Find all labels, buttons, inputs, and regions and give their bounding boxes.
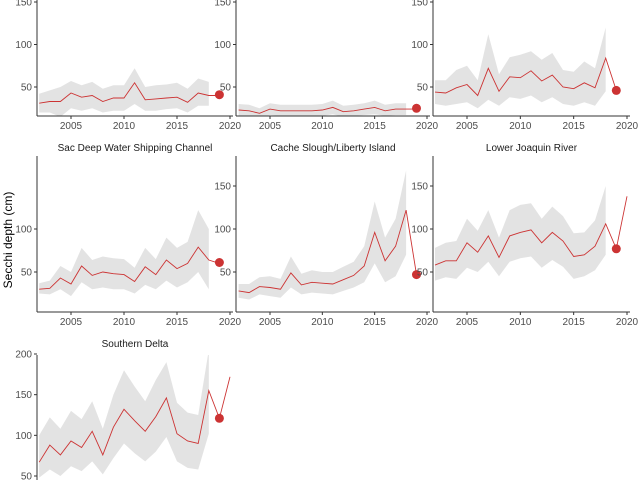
x-tick-label: 2015 — [563, 121, 586, 132]
highlight-point — [214, 90, 224, 100]
y-tick-label: 200 — [15, 350, 32, 361]
series-line — [238, 106, 417, 114]
panel-3: 50 100 150 2005 2010 2015 2020 — [411, 0, 639, 132]
x-tick-label: 2005 — [456, 121, 479, 132]
x-tick-label: 2015 — [166, 317, 189, 328]
panel-2: 50 100 150 2005 2010 2015 2020 — [214, 0, 439, 132]
plot-area — [39, 210, 220, 297]
x-tick-label: 2020 — [616, 317, 639, 328]
x-tick-label: 2020 — [616, 121, 639, 132]
plot-area — [238, 100, 417, 116]
confidence-band — [435, 27, 606, 109]
y-tick-label: 150 — [214, 182, 231, 193]
y-axis-label: Secchi depth (cm) — [1, 192, 15, 289]
y-tick-label: 150 — [214, 0, 231, 9]
panel-title: Lower Joaquin River — [486, 143, 578, 154]
series-line — [39, 81, 220, 104]
x-tick-label: 2020 — [219, 121, 242, 132]
confidence-band — [39, 210, 209, 297]
y-tick-label: 50 — [220, 83, 232, 94]
y-tick-label: 100 — [411, 40, 428, 51]
x-tick-label: 2015 — [364, 121, 387, 132]
y-tick-label: 150 — [15, 390, 32, 401]
x-tick-label: 2010 — [509, 317, 532, 328]
y-tick-label: 100 — [15, 225, 32, 236]
series-line — [238, 209, 417, 294]
highlight-point — [412, 270, 421, 280]
plot-area — [39, 68, 220, 116]
confidence-band — [238, 100, 407, 116]
confidence-band — [39, 68, 209, 116]
highlight-point — [214, 258, 224, 267]
x-tick-label: 2005 — [456, 317, 479, 328]
x-tick-label: 2010 — [311, 317, 334, 328]
panel-5: 50 100 150 2005 2010 2015 2020 Cache Slough/Lib… — [214, 143, 438, 328]
x-tick-label: 2005 — [60, 121, 83, 132]
series-line — [39, 246, 220, 290]
plot-area — [434, 27, 617, 109]
panel-title: Cache Slough/Liberty Island — [270, 143, 395, 154]
x-tick-label: 2005 — [60, 317, 83, 328]
highlight-point — [611, 244, 621, 254]
plot-area — [38, 355, 231, 478]
y-tick-label: 50 — [21, 83, 33, 94]
x-tick-label: 2015 — [166, 121, 189, 132]
x-tick-label: 2015 — [563, 317, 586, 328]
y-tick-label: 50 — [417, 268, 429, 279]
confidence-band — [435, 186, 606, 281]
x-tick-label: 2010 — [113, 317, 136, 328]
y-tick-label: 100 — [214, 40, 231, 51]
x-tick-label: 2020 — [416, 317, 439, 328]
panel-6: 50 100 150 2005 2010 2015 2020 Lower Joaquin Ri… — [411, 143, 638, 328]
plot-area — [238, 170, 417, 300]
y-tick-label: 50 — [220, 268, 232, 279]
highlight-point — [611, 85, 621, 95]
x-tick-label: 2010 — [311, 121, 334, 132]
x-tick-label: 2010 — [113, 121, 136, 132]
panel-title: Sac Deep Water Shipping Channel — [58, 143, 213, 154]
x-tick-label: 2005 — [259, 317, 282, 328]
highlight-point — [412, 103, 421, 113]
y-tick-label: 50 — [21, 472, 33, 480]
series-line — [38, 376, 231, 463]
panel-4: 50 100 2005 2010 2015 2020 Sac Deep Water Ship… — [15, 143, 241, 328]
panel-title: Southern Delta — [102, 339, 169, 350]
y-tick-label: 100 — [15, 431, 32, 442]
y-tick-label: 150 — [411, 0, 428, 9]
panel-1: 50 100 150 2005 2010 2015 2020 — [15, 0, 242, 132]
x-tick-label: 2020 — [219, 317, 242, 328]
highlight-point — [214, 413, 224, 423]
plot-area — [434, 186, 628, 281]
series-line — [434, 196, 628, 266]
confidence-band — [39, 355, 209, 478]
y-tick-label: 50 — [417, 83, 429, 94]
y-tick-label: 100 — [214, 225, 231, 236]
y-tick-label: 150 — [411, 182, 428, 193]
series-line — [434, 56, 617, 97]
y-tick-label: 150 — [15, 0, 32, 9]
x-tick-label: 2015 — [364, 317, 387, 328]
y-tick-label: 50 — [21, 268, 33, 279]
x-tick-label: 2020 — [416, 121, 439, 132]
panel-7: 50 100 150 200 Southern Delta — [15, 339, 231, 480]
x-tick-label: 2010 — [509, 121, 532, 132]
x-tick-label: 2005 — [259, 121, 282, 132]
y-tick-label: 100 — [411, 225, 428, 236]
confidence-band — [238, 170, 407, 300]
y-tick-label: 100 — [15, 40, 32, 51]
